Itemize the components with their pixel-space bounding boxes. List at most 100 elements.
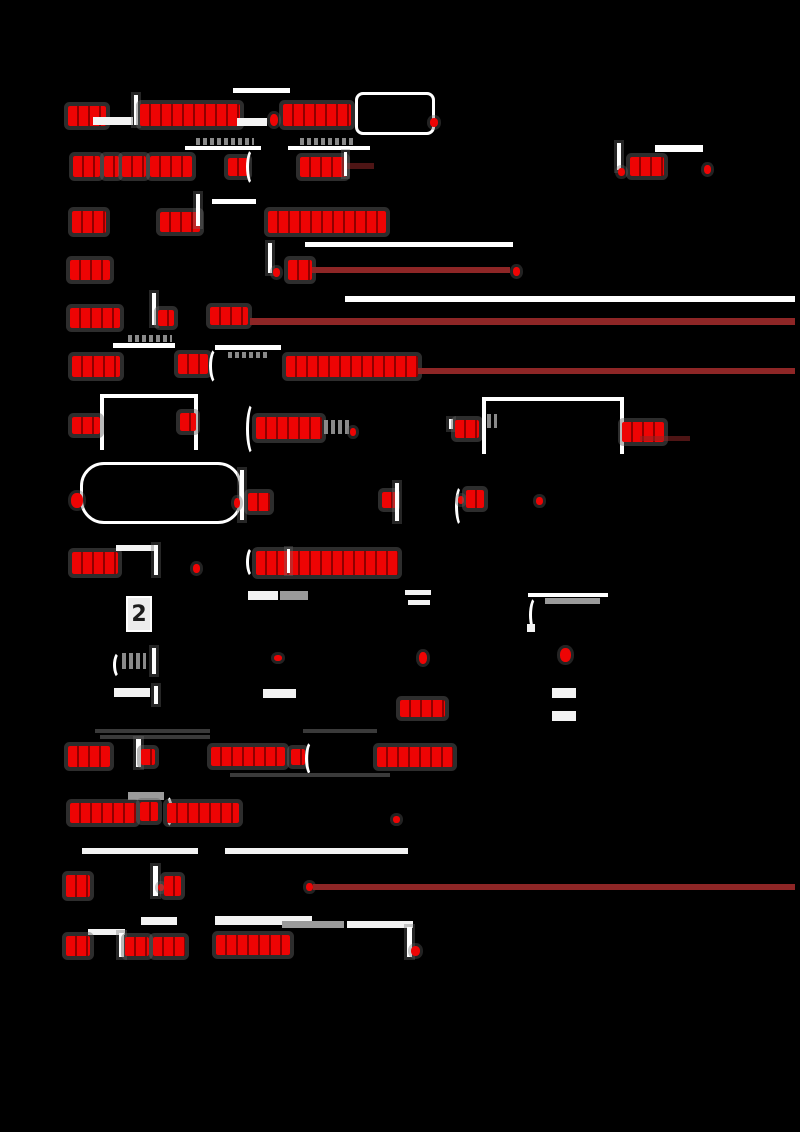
- row2-overline-right: [655, 145, 703, 152]
- row5-run-b: [158, 310, 174, 326]
- row2-run-d: [150, 156, 192, 177]
- row13-stroke-a: [119, 933, 124, 957]
- fig-gray-marks: [545, 598, 600, 604]
- row13-run-b: [125, 937, 149, 956]
- row7-comma-a: [350, 428, 356, 436]
- row10-zai-b: [291, 749, 305, 765]
- fig-stroke-a: [152, 648, 156, 674]
- row2-stroke-a: [344, 152, 347, 176]
- row7-dim-tail: [640, 436, 690, 441]
- row6-run-b: [178, 354, 208, 374]
- row1-answer-box: [355, 92, 435, 135]
- row13-period: [411, 946, 420, 956]
- row6-radical-marks: [228, 352, 268, 358]
- row2-run-f: [300, 157, 346, 177]
- fig-small-block: [527, 624, 535, 632]
- row6-super-marks: [128, 335, 172, 342]
- row9-run-a: [72, 552, 118, 574]
- row9-stroke-b: [287, 549, 290, 573]
- row3-run-a: [160, 212, 200, 232]
- row2-dim-tail: [346, 163, 374, 169]
- row3-overline: [212, 199, 256, 204]
- row4-run-b: [288, 260, 312, 280]
- row1-period: [430, 118, 438, 127]
- row8-run-a: [248, 493, 270, 511]
- row8-mark-b: [458, 496, 464, 504]
- row8-mark-a: [234, 498, 240, 508]
- row13-run-d: [216, 935, 290, 955]
- row12-underbar-b: [215, 916, 312, 925]
- row4-answer-rule: [312, 267, 510, 273]
- row1-underline-b: [237, 118, 267, 126]
- row7-x-mark: [180, 413, 196, 431]
- row11-run-c: [167, 803, 239, 823]
- fig-bar-a2: [280, 591, 308, 600]
- fig-bar-a: [248, 591, 278, 600]
- row2-fraction-bar-b: [288, 146, 370, 150]
- fig-answer-run: [400, 700, 445, 717]
- fig-dim-line-a: [95, 729, 210, 733]
- row4-run-a: [70, 260, 110, 280]
- row7-paren: [246, 402, 261, 456]
- row5-run-c: [210, 307, 248, 325]
- row9-paren: [246, 546, 260, 578]
- fig-box-2: 2: [126, 596, 152, 632]
- row2-run-a: [73, 156, 100, 177]
- row1-underline-a: [93, 117, 133, 125]
- row8-mark-c: [536, 497, 543, 505]
- row12-underbar-d: [347, 921, 413, 928]
- row9-run-b: [256, 551, 398, 575]
- row8-stroke-b: [395, 483, 399, 521]
- row9-stroke-a: [154, 545, 158, 575]
- row1-answer-run2: [283, 104, 351, 126]
- row7-gray-mark: [487, 414, 497, 428]
- row11-gray-mark: [128, 792, 164, 800]
- row11-run-a: [70, 803, 136, 823]
- row4-stroke: [268, 243, 272, 273]
- fig-eq-bar-c: [552, 688, 576, 698]
- row12-underbar-c: [282, 921, 344, 928]
- fig-eq-bar-d: [552, 711, 576, 721]
- row13-overline: [88, 929, 125, 935]
- fig-curly-marks: [122, 653, 146, 669]
- fig-red-dot-b: [560, 648, 571, 662]
- row7-label: [72, 417, 100, 434]
- row2-paren: [246, 148, 260, 186]
- fig-overline: [528, 593, 608, 597]
- row8-stroke-a: [240, 470, 244, 520]
- fig-stroke-b: [154, 686, 158, 704]
- row10-dim-underline: [230, 773, 390, 777]
- row2-fraction-bar-a: [185, 146, 261, 150]
- row1-answer-run: [140, 104, 240, 126]
- row10-dim-overline: [100, 735, 210, 739]
- row8-paren: [455, 485, 468, 527]
- fig-dim-line-b: [303, 729, 377, 733]
- row5-answer-rule: [250, 318, 795, 325]
- row10-increasing-run: [377, 747, 453, 767]
- row13-stroke-b: [407, 927, 412, 957]
- row2-super-marks-b: [300, 138, 354, 145]
- row2-run-g: [630, 157, 664, 176]
- row12-stroke: [153, 866, 158, 896]
- row7-run-a: [256, 417, 322, 439]
- row6-run-a: [72, 356, 120, 377]
- fig-curly-paren: [113, 651, 127, 679]
- row2-comma: [618, 168, 625, 176]
- row10-paren: [305, 740, 320, 777]
- row1-overline: [233, 88, 290, 93]
- fig-small-bar-b: [408, 600, 430, 605]
- row8-run-c: [466, 490, 484, 508]
- row2-run-e: [228, 158, 248, 176]
- row7-bracket-b: [482, 397, 624, 454]
- row2-run-c: [122, 156, 146, 177]
- row8-lead-dot: [71, 493, 83, 508]
- row7-gray-expr: [324, 420, 352, 434]
- row12-mark: [158, 884, 164, 891]
- row11-underline-b: [225, 848, 408, 854]
- row3-solve-label: [72, 211, 106, 233]
- row10-solve-label: [68, 746, 110, 767]
- row5-run-a: [70, 308, 120, 328]
- row9-overbar: [116, 545, 156, 551]
- row4-overline: [305, 242, 513, 247]
